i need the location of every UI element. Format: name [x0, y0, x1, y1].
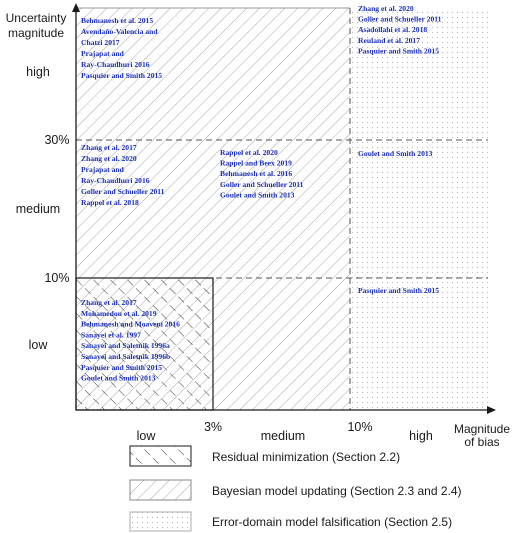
cell-medium-low-refs: Zhang et al. 2017 Zhang et al. 2020 Prajap… — [81, 143, 165, 207]
y-level-high: high — [26, 65, 50, 79]
reference-line: Rappel et al. 2020 — [220, 148, 278, 157]
y-axis-arrowhead — [72, 3, 80, 12]
legend-swatch-residual-minimization — [129, 445, 192, 467]
reference-line: Zhang et al. 2020 — [81, 154, 137, 163]
cell-low-high-refs: Pasquier and Smith 2015 — [358, 286, 439, 295]
reference-line: Ray-Chaudhuri 2016 — [81, 176, 150, 185]
x-axis-label-line1: Magnitude — [454, 422, 510, 436]
x-tick-10-percent: 10% — [347, 420, 372, 434]
cell-high-low-refs: Behmanesh et al. 2015 Avendaño-Valencia a… — [81, 16, 162, 80]
reference-line: Pasquier and Smith 2015 — [81, 363, 162, 372]
legend-swatch-error-domain-falsification — [129, 511, 192, 532]
x-level-low: low — [137, 429, 157, 443]
legend-label-residual-minimization: Residual minimization (Section 2.2) — [212, 450, 400, 464]
reference-line: Pasquier and Smith 2015 — [358, 286, 439, 295]
reference-line: Behmanesh et al. 2015 — [81, 16, 153, 25]
x-axis-arrowhead — [487, 406, 496, 414]
y-axis-label-line2: magnitude — [8, 26, 64, 40]
region-error-domain-falsification — [350, 8, 488, 410]
legend-swatch-bayesian-updating — [129, 479, 192, 501]
reference-line: Reuland et al. 2017 — [358, 36, 420, 45]
reference-line: Goulet and Smith 2013 — [358, 149, 433, 158]
x-axis-label-line2: of bias — [464, 435, 499, 449]
x-tick-3-percent: 3% — [204, 420, 222, 434]
reference-line: Behmanesh et al. 2016 — [220, 169, 292, 178]
reference-line: Goller and Schueller 2011 — [81, 187, 165, 196]
reference-line: Avendaño-Valencia and — [81, 27, 158, 36]
reference-line: Pasquier and Smith 2015 — [81, 71, 162, 80]
reference-line: Goller and Schueller 2011 — [358, 15, 442, 24]
x-level-high: high — [409, 429, 433, 443]
reference-line: Zhang et al. 2020 — [358, 4, 414, 13]
reference-line: Goller and Schueller 2011 — [220, 180, 304, 189]
reference-line: Sanayei and Saletnik 1996a — [81, 341, 170, 350]
y-tick-30-percent: 30% — [44, 133, 69, 147]
y-level-low: low — [29, 338, 49, 352]
cell-low-low-refs: Zhang et al. 2017 Mohamedou et al. 2019 Be… — [81, 298, 180, 383]
reference-line: Zhang et al. 2017 — [81, 143, 137, 152]
reference-line: Goulet and Smith 2013 — [220, 190, 295, 199]
legend: Residual minimization (Section 2.2) Baye… — [129, 445, 462, 532]
reference-line: Chatzi 2017 — [81, 38, 120, 47]
reference-line: Asadollahi et al. 2018 — [358, 25, 427, 34]
reference-line: Rappel et al. 2018 — [81, 198, 139, 207]
reference-line: Zhang et al. 2017 — [81, 298, 137, 307]
reference-line: Prajapat and — [81, 49, 125, 58]
reference-line: Rappel and Beex 2019 — [220, 159, 292, 168]
reference-line: Sanayei and Saletnik 1996b — [81, 352, 170, 361]
cell-medium-medium-refs: Rappel et al. 2020 Rappel and Beex 2019Be… — [220, 148, 304, 199]
cell-medium-high-refs: Goulet and Smith 2013 — [358, 149, 433, 158]
reference-line: Ray-Chaudhuri 2016 — [81, 60, 150, 69]
reference-line: Pasquier and Smith 2015 — [358, 46, 439, 55]
cell-high-high-refs: Zhang et al. 2020 Goller and Schueller 20… — [358, 4, 442, 55]
region-residual-minimization — [76, 278, 213, 410]
reference-line: Prajapat and — [81, 165, 125, 174]
reference-line: Goulet and Smith 2013 — [81, 374, 156, 383]
reference-line: Behmanesh and Moaveni 2016 — [81, 320, 180, 329]
x-level-medium: medium — [261, 429, 305, 443]
y-axis-label-line1: Uncertainty — [6, 11, 67, 25]
y-tick-10-percent: 10% — [44, 271, 69, 285]
legend-label-error-domain-falsification: Error-domain model falsification (Sectio… — [212, 515, 452, 529]
reference-line: Sanayei et al. 1997 — [81, 330, 141, 339]
y-level-medium: medium — [16, 202, 60, 216]
reference-line: Mohamedou et al. 2019 — [81, 309, 157, 318]
legend-label-bayesian-updating: Bayesian model updating (Section 2.3 and… — [212, 484, 462, 498]
